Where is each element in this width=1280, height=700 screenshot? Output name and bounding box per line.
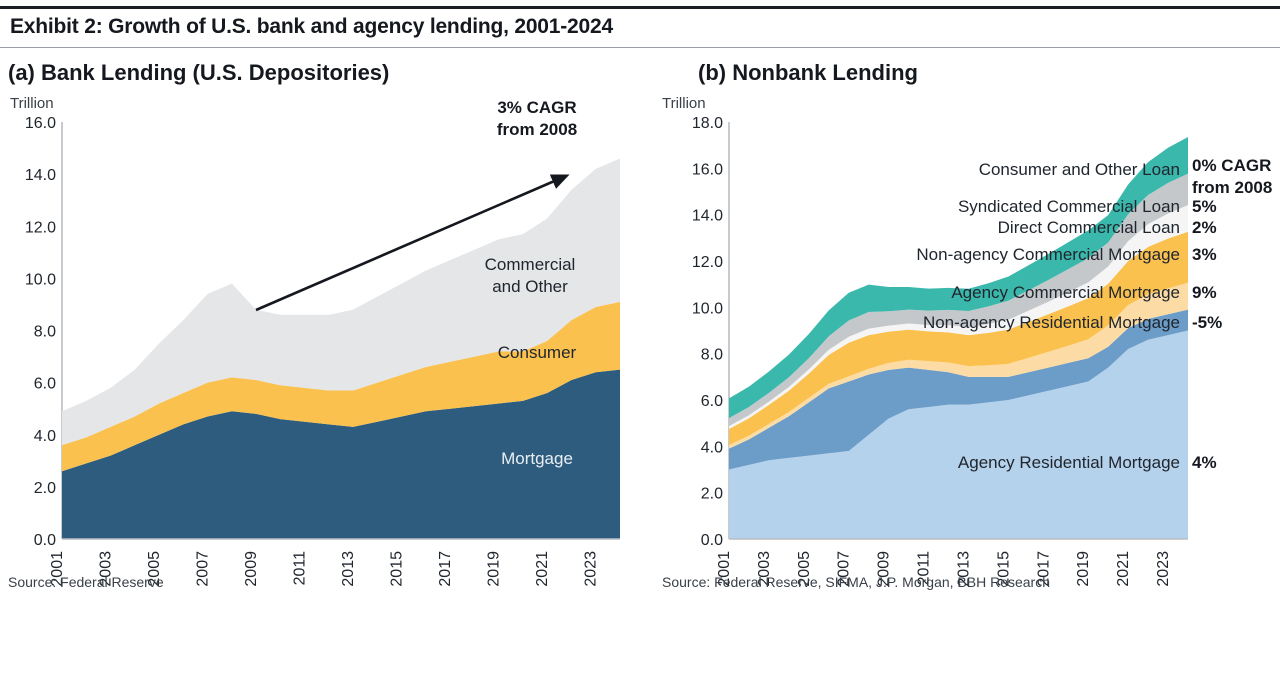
x-tick-label: 2009 [876, 551, 893, 587]
area-series-agency-residential-mortgage [729, 330, 1188, 539]
panel-bank-lending: (a) Bank Lending (U.S. Depositories) Tri… [0, 48, 640, 600]
y-tick-label: 16.0 [692, 161, 723, 178]
panel-a-label-consumer: Consumer [498, 343, 577, 362]
y-tick-label: 14.0 [692, 208, 723, 225]
x-tick-label: 2011 [916, 551, 933, 586]
y-tick-label: 6.0 [34, 376, 56, 393]
y-tick-label: 4.0 [701, 439, 723, 456]
y-tick-label: 8.0 [34, 324, 56, 341]
x-tick-label: 2013 [955, 551, 972, 587]
panel-a-cagr-line2: from 2008 [497, 120, 577, 139]
area-series-mortgage [62, 369, 620, 539]
y-tick-label: 12.0 [692, 254, 723, 271]
panel-a-unit-label: Trillion [10, 95, 54, 112]
legend-label-agency-residential-mortgage: Agency Residential Mortgage [958, 453, 1180, 472]
y-tick-label: 0.0 [701, 532, 723, 549]
x-tick-label: 2005 [796, 551, 813, 587]
legend-cagr-agency-commercial-mortgage: 9% [1192, 283, 1217, 302]
x-tick-label: 2005 [146, 551, 163, 587]
x-tick-label: 2009 [243, 551, 260, 587]
legend-cagr-agency-residential-mortgage: 4% [1192, 453, 1217, 472]
x-tick-label: 2019 [1075, 551, 1092, 587]
x-tick-label: 2023 [583, 551, 600, 587]
x-tick-label: 2013 [340, 551, 357, 587]
x-tick-label: 2021 [534, 551, 551, 587]
legend-label-non-agency-residential-mortgage: Non-agency Residential Mortgage [923, 313, 1180, 332]
panel-a-plot-wrap: Trillion 0.0 2.0 4.0 6.0 8.0 10.0 12.0 14.0 16.0… [0, 90, 640, 600]
y-tick-label: 10.0 [25, 271, 56, 288]
panel-a-areas [62, 158, 620, 539]
x-tick-label: 2003 [98, 551, 115, 587]
y-tick-label: 6.0 [701, 393, 723, 410]
panel-b-y-axis: 0.0 2.0 4.0 6.0 8.0 10.0 12.0 14.0 16.0 18.0 [692, 115, 723, 549]
panel-b-areas [729, 137, 1188, 539]
y-tick-label: 0.0 [34, 532, 56, 549]
legend-label-agency-commercial-mortgage: Agency Commercial Mortgage [951, 283, 1180, 302]
y-tick-label: 8.0 [701, 347, 723, 364]
area-series-non-agency-commercial-mortgage [729, 231, 1188, 446]
panel-a-label-commercial-line1: Commercial [485, 255, 576, 274]
page-title: Exhibit 2: Growth of U.S. bank and agenc… [10, 15, 613, 38]
x-tick-label: 2019 [486, 551, 503, 587]
y-tick-label: 18.0 [692, 115, 723, 132]
x-tick-label: 2021 [1115, 551, 1132, 587]
panel-nonbank-lending: (b) Nonbank Lending Trillion 0.0 2.0 4.0 6.… [640, 48, 1280, 600]
area-series-non-agency-residential-mortgage [729, 309, 1188, 470]
x-tick-label: 2007 [195, 551, 212, 587]
legend-label-syndicated-commercial-loan: Syndicated Commercial Loan [958, 197, 1180, 216]
y-tick-label: 10.0 [692, 300, 723, 317]
panel-b-legend: Consumer and Other Loan Syndicated Commer… [916, 160, 1222, 472]
panel-a-cagr-arrow [255, 174, 570, 312]
panel-a-title: (a) Bank Lending (U.S. Depositories) [8, 60, 390, 85]
panels-container: (a) Bank Lending (U.S. Depositories) Tri… [0, 48, 1280, 600]
x-tick-label: 2003 [756, 551, 773, 587]
x-tick-label: 2023 [1155, 551, 1172, 587]
panel-b-cagr-line2: from 2008 [1192, 178, 1272, 197]
legend-label-consumer-and-other-loan: Consumer and Other Loan [979, 160, 1180, 179]
panel-b-cagr-line1: 0% CAGR [1192, 156, 1271, 175]
panel-b-chart: Trillion 0.0 2.0 4.0 6.0 8.0 10.0 12.0 14.0 16.0… [662, 95, 1272, 587]
panel-a-source: Source: Federal Reserve [8, 574, 164, 590]
x-tick-label: 2001 [716, 551, 733, 587]
legend-cagr-syndicated-commercial-loan: 5% [1192, 197, 1217, 216]
panel-a-y-axis: 0.0 2.0 4.0 6.0 8.0 10.0 12.0 14.0 16.0 [25, 115, 56, 549]
panel-b-source: Source: Federal Reserve, SIFMA, J.P. Mor… [662, 574, 1051, 590]
legend-label-non-agency-commercial-mortgage: Non-agency Commercial Mortgage [916, 245, 1180, 264]
x-tick-label: 2015 [389, 551, 406, 587]
panel-b-plot-wrap: Trillion 0.0 2.0 4.0 6.0 8.0 10.0 12.0 14.0 16.0… [640, 90, 1280, 600]
panel-b-title: (b) Nonbank Lending [698, 60, 918, 85]
exhibit-title-bar: Exhibit 2: Growth of U.S. bank and agenc… [0, 6, 1280, 48]
panel-a-chart: Trillion 0.0 2.0 4.0 6.0 8.0 10.0 12.0 14.0 16.0… [10, 95, 620, 587]
y-tick-label: 2.0 [701, 486, 723, 503]
x-tick-label: 2017 [1035, 551, 1052, 587]
y-tick-label: 4.0 [34, 428, 56, 445]
x-tick-label: 2001 [49, 551, 66, 587]
panel-a-cagr-line1: 3% CAGR [497, 98, 576, 117]
area-series-commercial-and-other [62, 158, 620, 446]
y-tick-label: 2.0 [34, 480, 56, 497]
legend-cagr-non-agency-commercial-mortgage: 3% [1192, 245, 1217, 264]
legend-cagr-direct-commercial-loan: 2% [1192, 218, 1217, 237]
x-tick-label: 2007 [836, 551, 853, 587]
y-tick-label: 12.0 [25, 219, 56, 236]
area-series-consumer [62, 301, 620, 472]
x-tick-label: 2015 [995, 551, 1012, 587]
area-series-agency-commercial-mortgage [729, 282, 1188, 449]
legend-cagr-non-agency-residential-mortgage: -5% [1192, 313, 1222, 332]
panel-a-label-mortgage: Mortgage [501, 449, 573, 468]
y-tick-label: 14.0 [25, 167, 56, 184]
legend-label-direct-commercial-loan: Direct Commercial Loan [998, 218, 1180, 237]
panel-b-x-axis: 2001 2003 2005 2007 2009 2011 2013 2015 2017 2019… [716, 551, 1172, 587]
x-tick-label: 2017 [437, 551, 454, 587]
y-tick-label: 16.0 [25, 115, 56, 132]
panel-a-label-commercial-line2: and Other [492, 277, 568, 296]
x-tick-label: 2011 [292, 551, 309, 586]
panel-b-unit-label: Trillion [662, 95, 706, 112]
panel-a-x-axis: 2001 2003 2005 2007 2009 2011 2013 2015 2017 2019… [49, 551, 600, 587]
